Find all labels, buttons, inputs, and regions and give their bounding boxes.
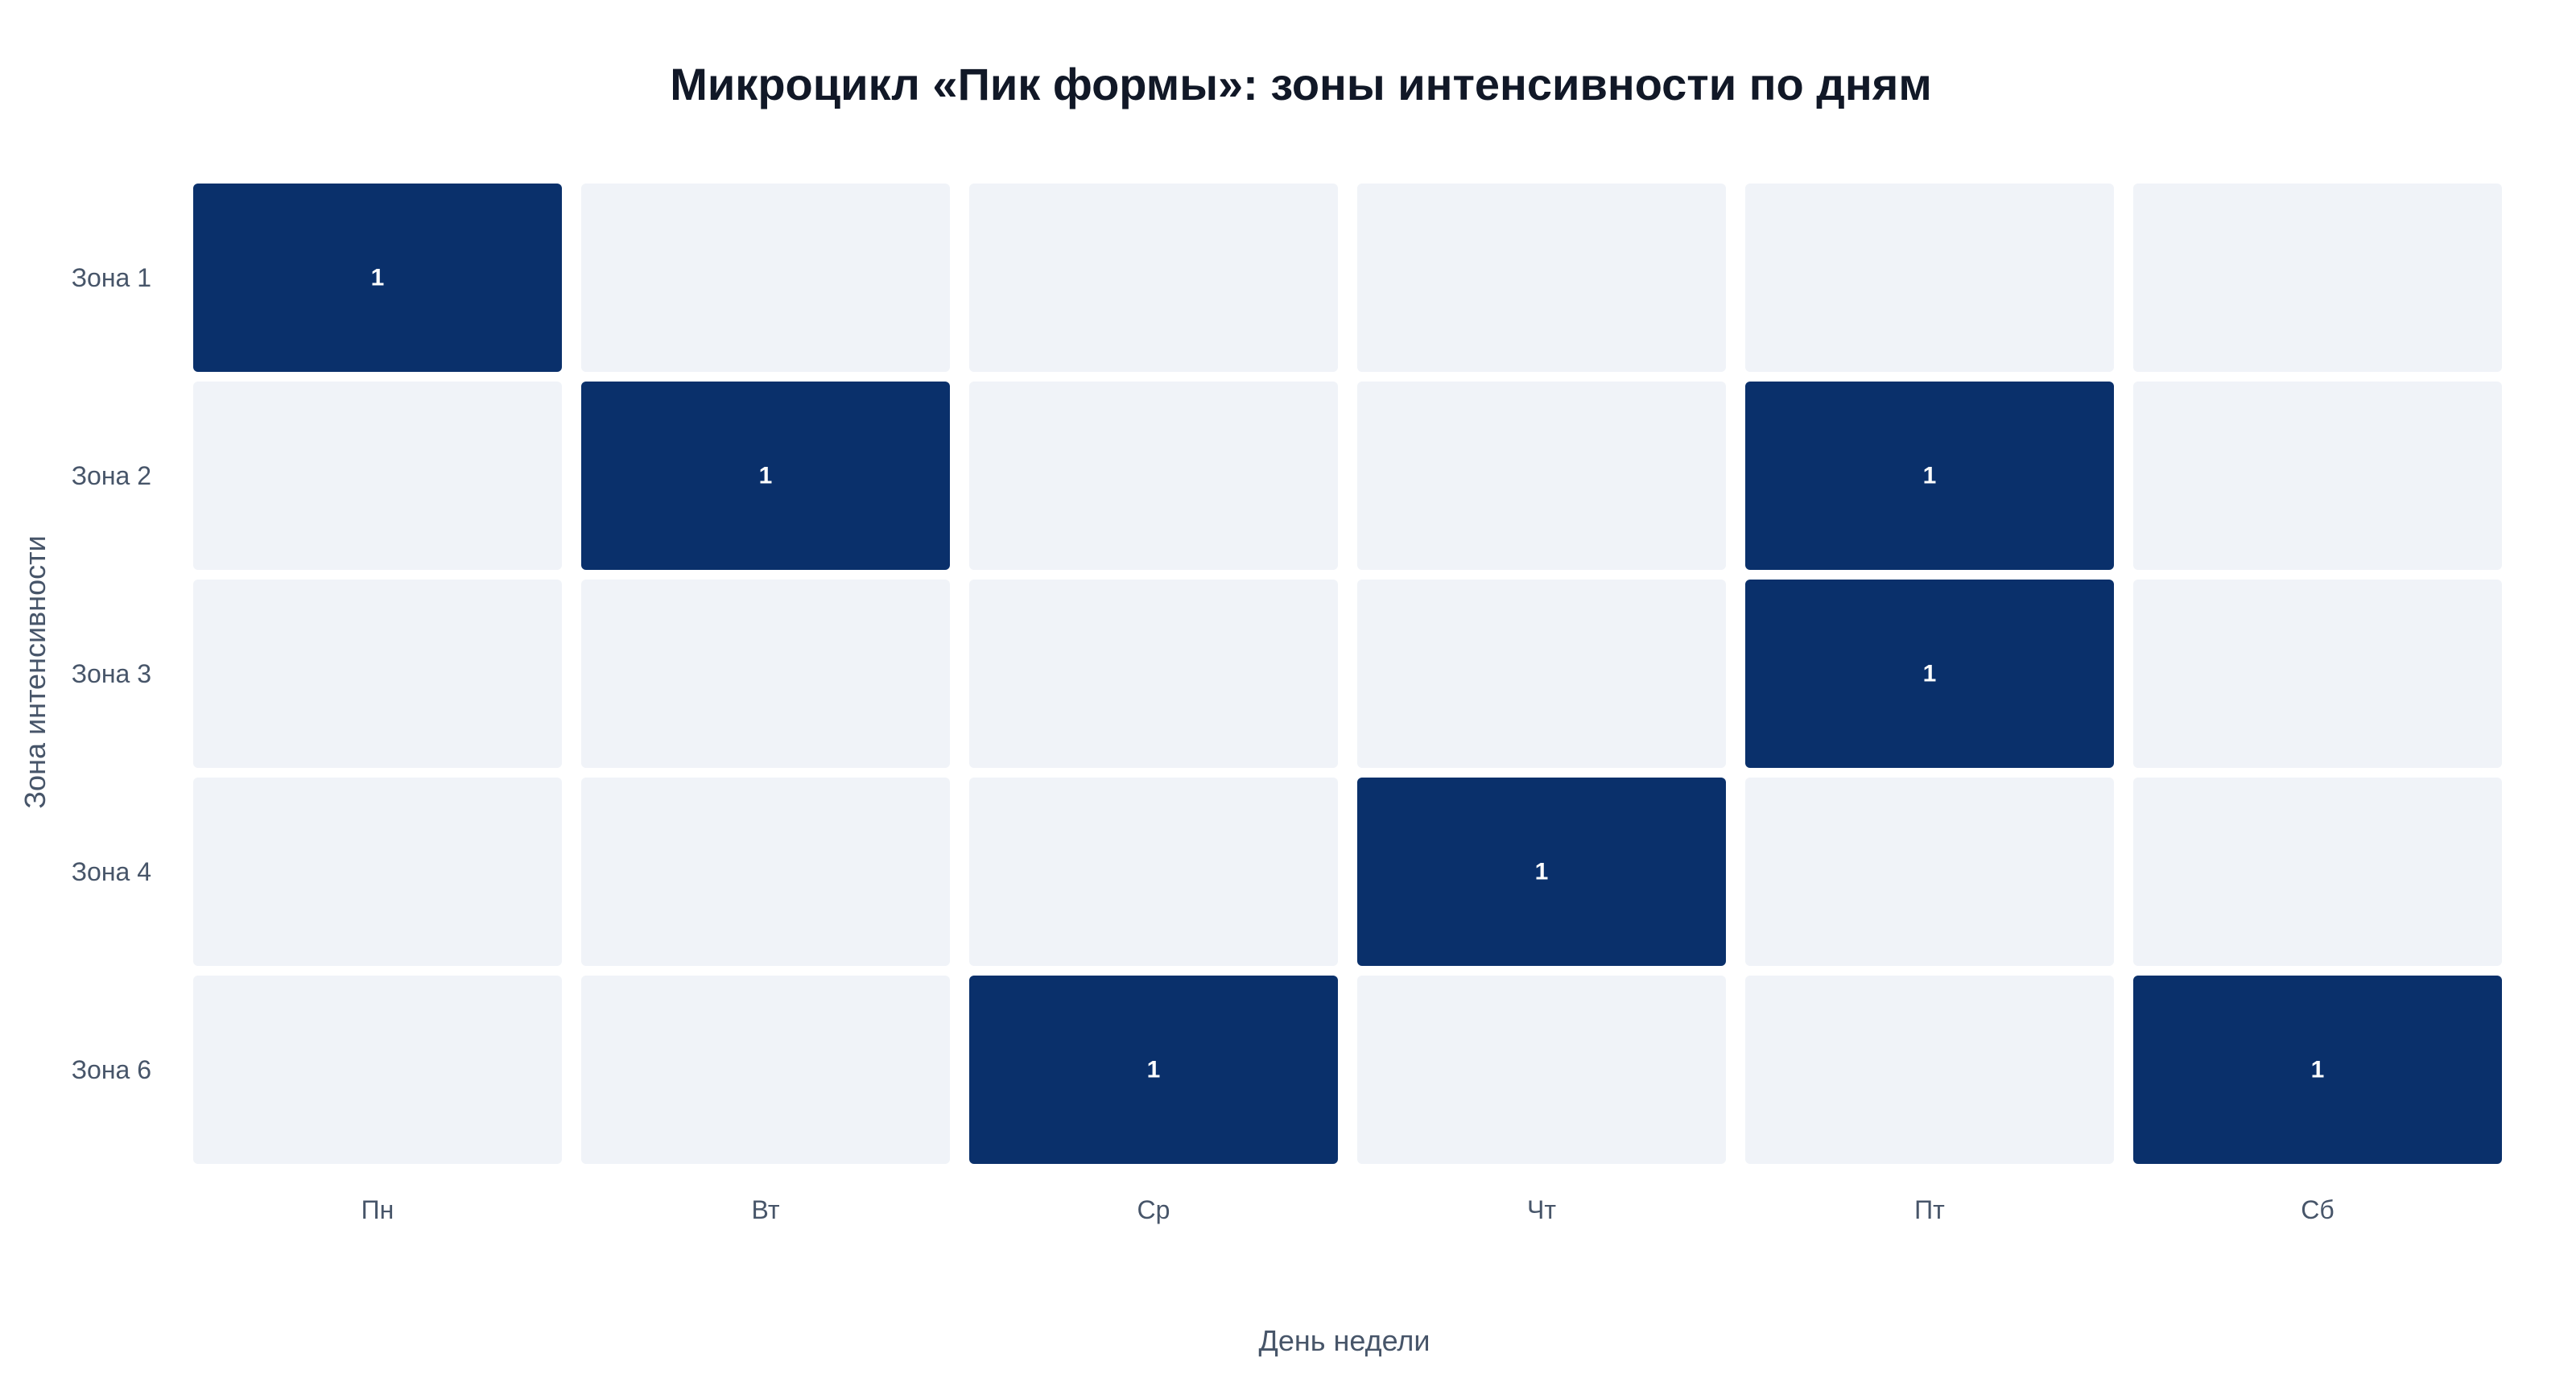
heatmap-cell: [2133, 976, 2502, 1164]
heatmap-cell-value: 1: [371, 265, 385, 291]
heatmap-cell: [1745, 580, 2114, 768]
x-tick-label: Вт: [752, 1195, 780, 1224]
heatmap-cell: [969, 184, 1338, 372]
heatmap-cell: [581, 976, 950, 1164]
heatmap-cell: [2133, 778, 2502, 966]
x-axis-title: День недели: [1258, 1324, 1430, 1357]
y-axis-ticks: Зона 1 Зона 2 Зона 3 Зона 4 Зона 6: [72, 263, 151, 1084]
heatmap-cell: [581, 382, 950, 570]
heatmap-cell-value: 1: [759, 463, 773, 489]
heatmap-cell: [193, 184, 562, 372]
heatmap-cell: [581, 778, 950, 966]
heatmap-cell: [193, 778, 562, 966]
x-axis-ticks: Пн Вт Ср Чт Пт Сб: [361, 1195, 2334, 1224]
heatmap-cell-value: 1: [1923, 661, 1937, 687]
x-tick-label: Пн: [361, 1195, 394, 1224]
heatmap-cell: [193, 976, 562, 1164]
y-tick-label: Зона 2: [72, 461, 151, 490]
heatmap-cell: [1745, 778, 2114, 966]
heatmap-cells: 1 1 1 1 1 1 1: [193, 184, 2502, 1164]
heatmap-cell: [2133, 580, 2502, 768]
x-tick-label: Чт: [1527, 1195, 1556, 1224]
x-tick-label: Ср: [1137, 1195, 1170, 1224]
heatmap-cell: [1357, 382, 1726, 570]
y-tick-label: Зона 6: [72, 1055, 151, 1084]
x-tick-label: Сб: [2301, 1195, 2334, 1224]
heatmap-cell: [581, 184, 950, 372]
x-tick-label: Пт: [1914, 1195, 1945, 1224]
heatmap-cell: [969, 580, 1338, 768]
y-tick-label: Зона 3: [72, 659, 151, 688]
heatmap-cell: [2133, 382, 2502, 570]
heatmap-cell: [581, 580, 950, 768]
heatmap-cell: [193, 580, 562, 768]
heatmap-cell: [969, 382, 1338, 570]
y-tick-label: Зона 4: [72, 857, 151, 886]
heatmap-cell-value: 1: [2311, 1057, 2325, 1083]
y-axis-title: Зона интенсивности: [19, 535, 52, 808]
heatmap-cell-value: 1: [1535, 859, 1549, 885]
heatmap-cell: [1357, 184, 1726, 372]
heatmap-cell-value: 1: [1147, 1057, 1161, 1083]
heatmap-cell-value: 1: [1923, 463, 1937, 489]
heatmap-cell: [969, 976, 1338, 1164]
heatmap-cell: [1357, 778, 1726, 966]
heatmap-cell: [969, 778, 1338, 966]
heatmap-cell: [1745, 976, 2114, 1164]
heatmap-cell: [1745, 382, 2114, 570]
chart-title: Микроцикл «Пик формы»: зоны интенсивност…: [670, 59, 1932, 109]
y-tick-label: Зона 1: [72, 263, 151, 292]
heatmap-cell: [193, 382, 562, 570]
heatmap-cell: [1357, 976, 1726, 1164]
heatmap-cell: [1357, 580, 1726, 768]
heatmap-cell: [2133, 184, 2502, 372]
heatmap-cell: [1745, 184, 2114, 372]
